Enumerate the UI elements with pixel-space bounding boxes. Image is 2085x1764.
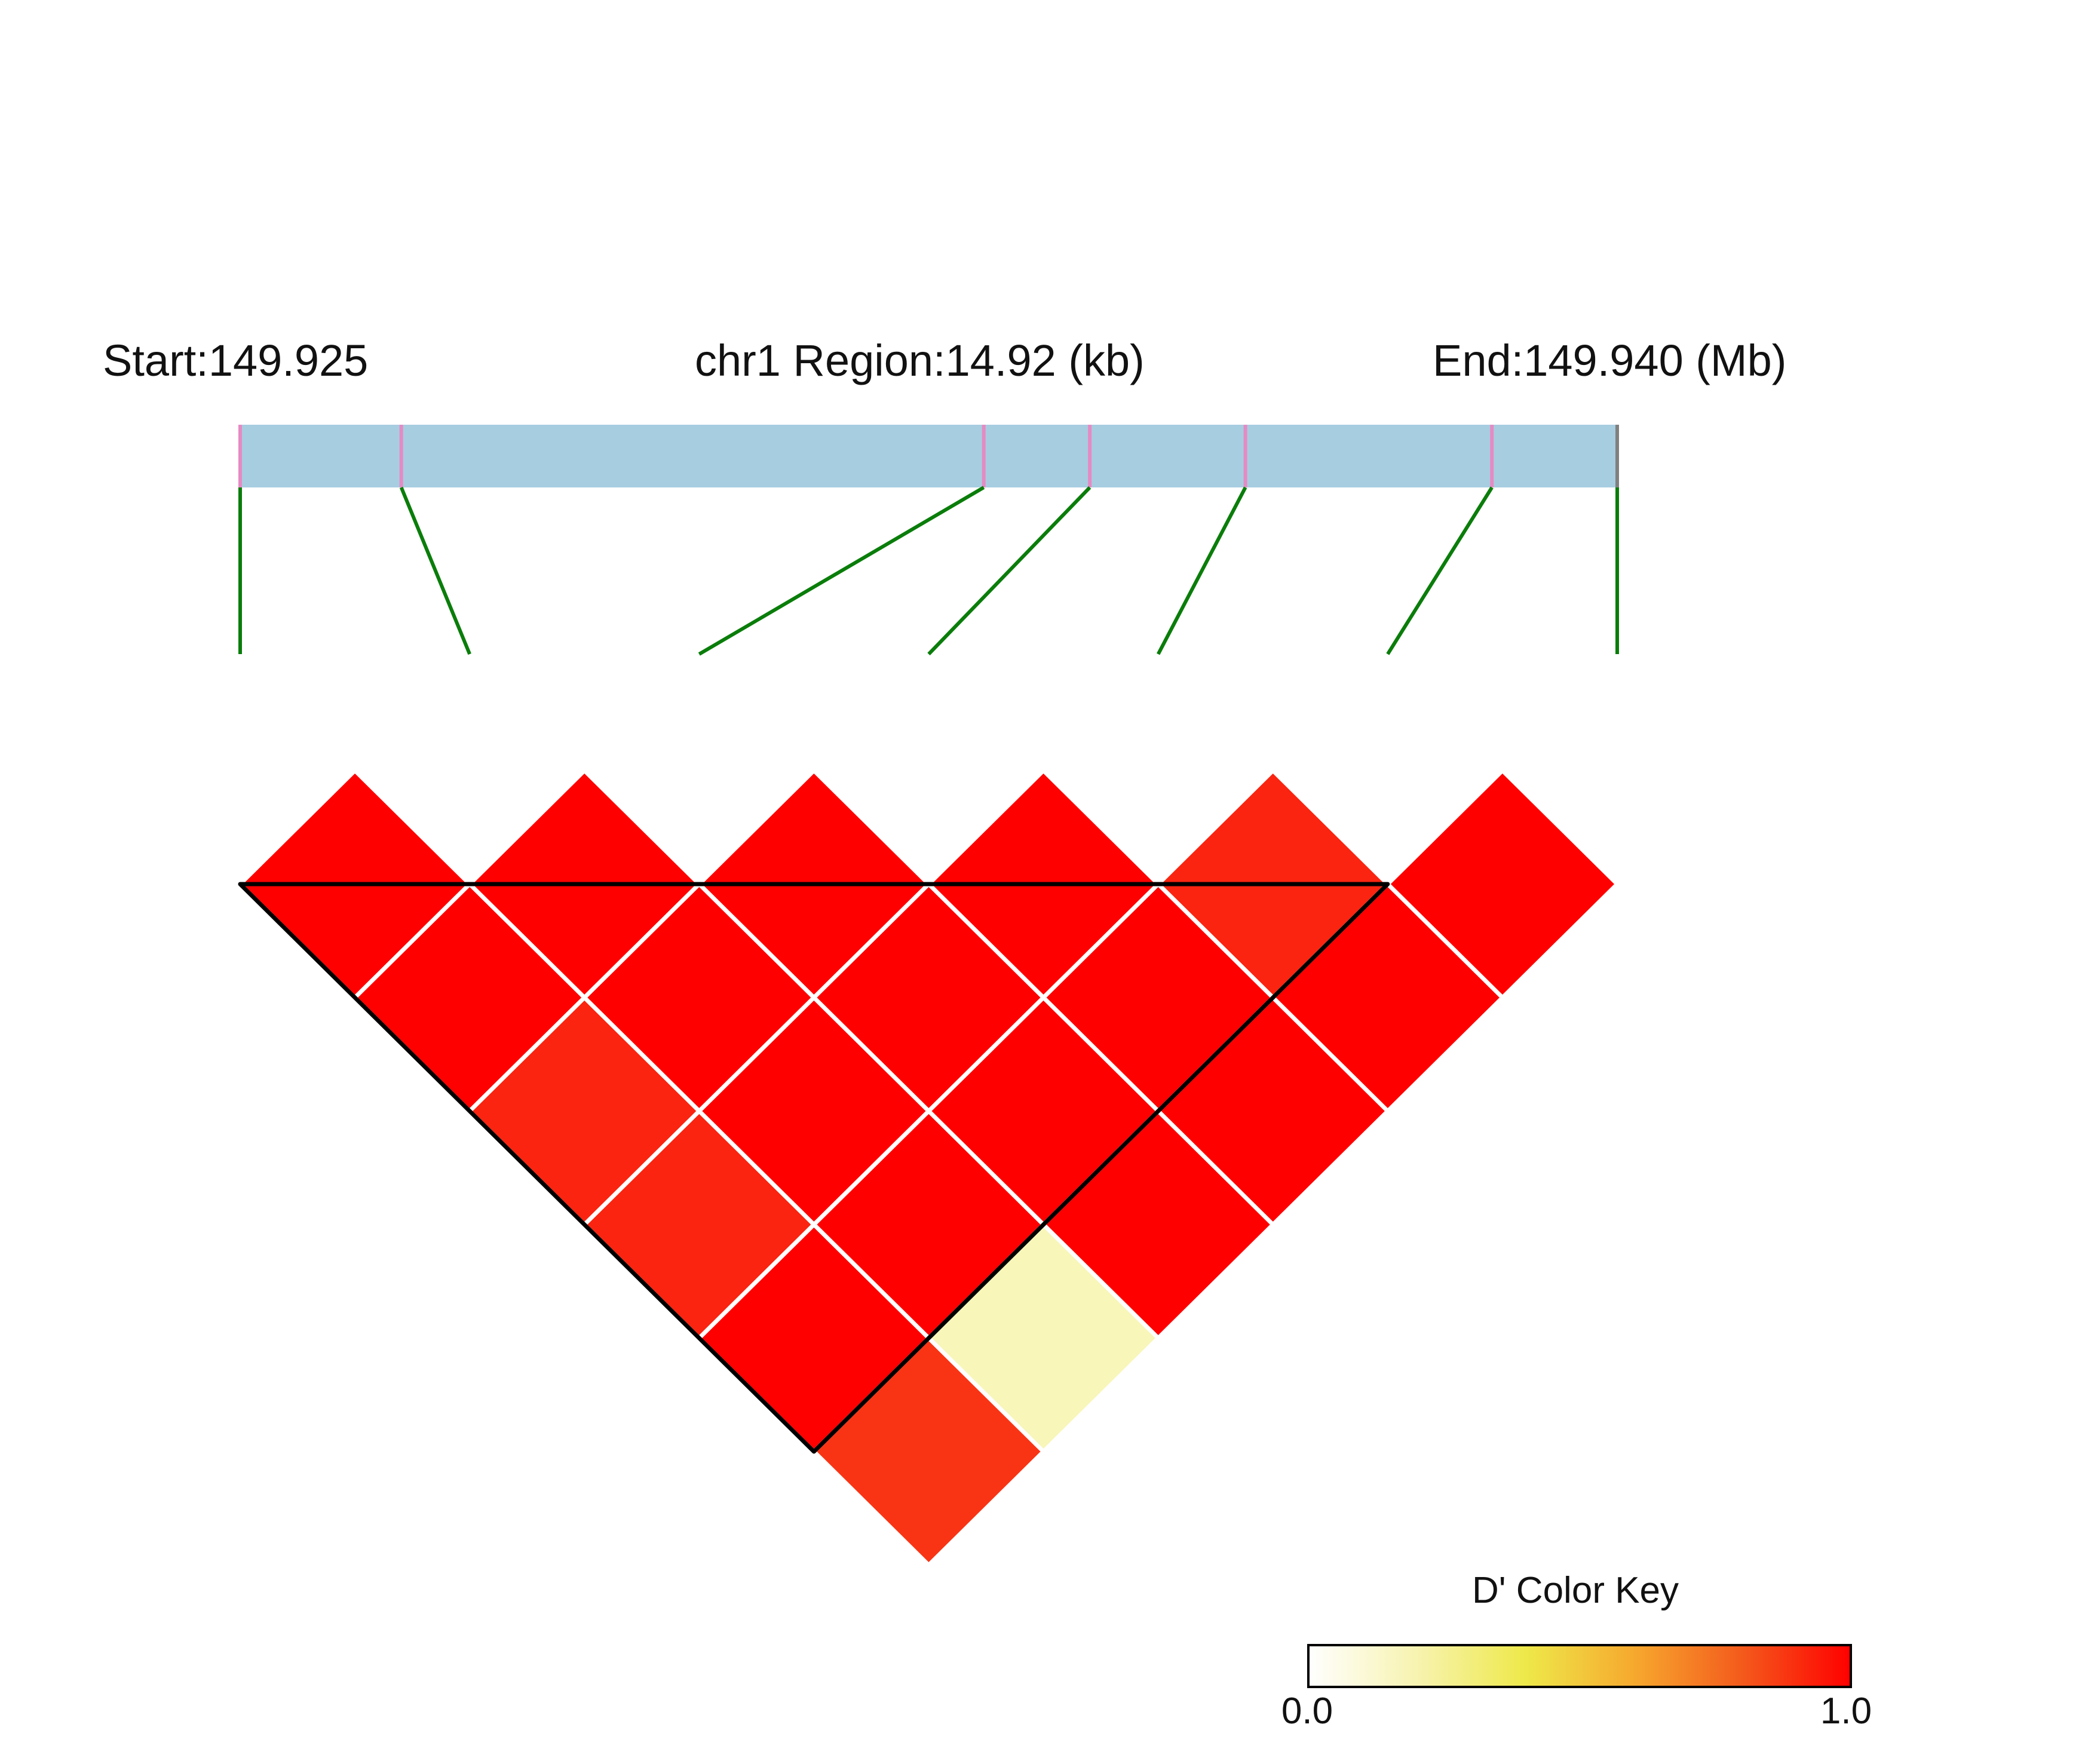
region-start-label: Start:149.925	[103, 336, 368, 385]
snp-connector-4	[927, 486, 1091, 656]
color-key-max-label: 1.0	[1820, 1691, 1872, 1732]
snp-connector-5	[1157, 486, 1247, 655]
snp-connector-2	[399, 486, 471, 655]
ld-block-outline-1	[238, 882, 1390, 1454]
color-key-min-label: 0.0	[1281, 1691, 1333, 1732]
color-key-title: D' Color Key	[1472, 1570, 1679, 1611]
color-key: D' Color Key 0.0 1.0	[1281, 1570, 1872, 1732]
region-size-label: chr1 Region:14.92 (kb)	[695, 336, 1145, 385]
snp-markers	[238, 425, 1619, 487]
ld-cells	[237, 768, 1620, 1568]
color-key-gradient-bar	[1307, 1644, 1852, 1688]
snp-connector-6	[1386, 486, 1494, 655]
region-bar	[240, 425, 1617, 487]
snp-connector-lines	[238, 486, 1619, 656]
ld-block-outlines	[238, 882, 1390, 1454]
region-end-label: End:149.940 (Mb)	[1433, 336, 1786, 385]
snp-connector-3	[698, 486, 985, 656]
